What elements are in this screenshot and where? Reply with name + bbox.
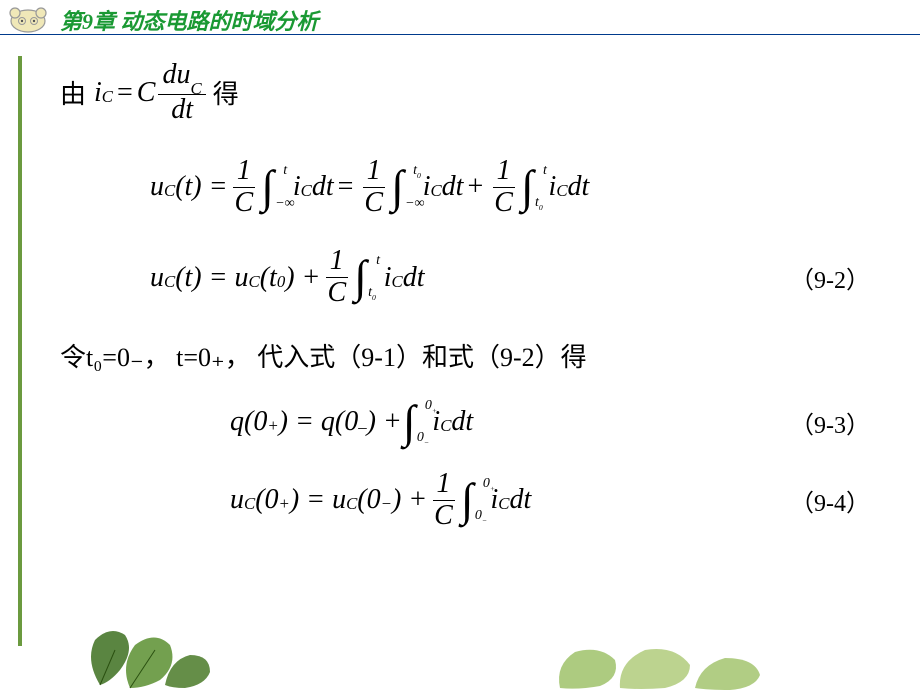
suffix-text: 得 [213,74,239,111]
header-icon [8,7,48,33]
sub-C: C [102,87,113,107]
integral-1: t ∫ −∞ [261,169,274,206]
vertical-accent-bar [18,56,22,646]
integral-3: t ∫ t0 [521,169,534,206]
integral: 0+ ∫ 0− [403,404,416,441]
header-bar: 第9章 动态电路的时域分析 [0,6,920,35]
equation-2: uC(t) = uC(t0) + 1C t ∫ t0 iCdt （9-2） [150,246,900,309]
integral-2: t0 ∫ −∞ [391,169,404,206]
fraction: duC dt [158,60,205,126]
leaf-right-icon [559,649,760,690]
prefix-text: 由 [60,74,86,111]
footer-decoration [0,610,920,690]
num-sub: C [190,79,201,98]
var-C: C [137,77,156,109]
leaf-left-icon [91,631,210,688]
equation-3: q(0+) = q(0_) + 0+ ∫ 0− iCdt （9-3） [230,404,900,441]
chapter-title: 第9章 动态电路的时域分析 [60,4,319,36]
integral: t ∫ t0 [354,259,367,296]
num: du [162,59,190,90]
slide-content: 由 iC = C duC dt 得 uC(t) = 1C t ∫ −∞ iCdt… [60,60,900,541]
equation-number-4: （9-4） [790,483,870,518]
substitution-text: 令t₀=0₋， t=0₊， 代入式（9-1）和式（9-2）得 [60,337,900,374]
intro-line: 由 iC = C duC dt 得 [60,60,900,126]
equation-4: uC(0+) = uC(0−) + 1C 0+ ∫ 0− iCdt （9-4） [230,469,900,532]
integral: 0+ ∫ 0− [461,482,474,519]
den: dt [167,95,197,126]
equals: = [117,77,133,109]
equation-number-2: （9-2） [790,260,870,295]
equation-number-3: （9-3） [790,405,870,440]
var-i: i [94,77,102,109]
equation-1: uC(t) = 1C t ∫ −∞ iCdt = 1C t0 ∫ −∞ iCdt… [150,156,900,219]
